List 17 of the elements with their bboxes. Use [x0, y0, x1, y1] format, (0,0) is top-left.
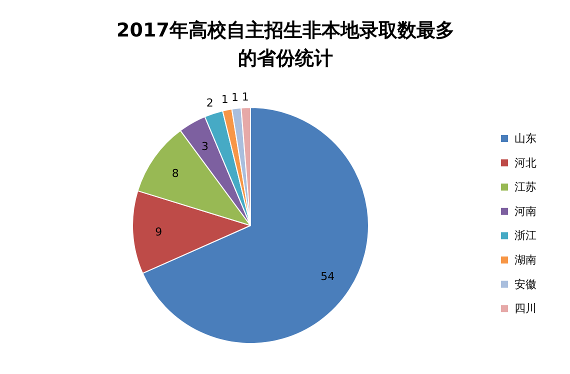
data-label: 2 [206, 96, 214, 110]
data-label: 1 [232, 91, 239, 104]
legend-label: 江苏 [514, 180, 536, 194]
data-label: 1 [242, 90, 249, 104]
legend-label: 四川 [514, 302, 536, 316]
legend-label: 山东 [514, 132, 536, 145]
legend-label: 河南 [514, 204, 536, 218]
data-label: 3 [202, 140, 209, 153]
chart-title: 2017年高校自主招生非本地录取数最多的省份统计 [116, 20, 454, 70]
legend-label: 浙江 [514, 229, 536, 242]
data-label: 9 [155, 225, 162, 238]
legend-label: 湖南 [514, 254, 536, 266]
data-label: 54 [320, 270, 335, 284]
data-label: 8 [172, 166, 179, 180]
legend-label: 河北 [514, 156, 536, 170]
data-label: 1 [221, 92, 228, 106]
legend-label: 安徽 [514, 278, 536, 291]
